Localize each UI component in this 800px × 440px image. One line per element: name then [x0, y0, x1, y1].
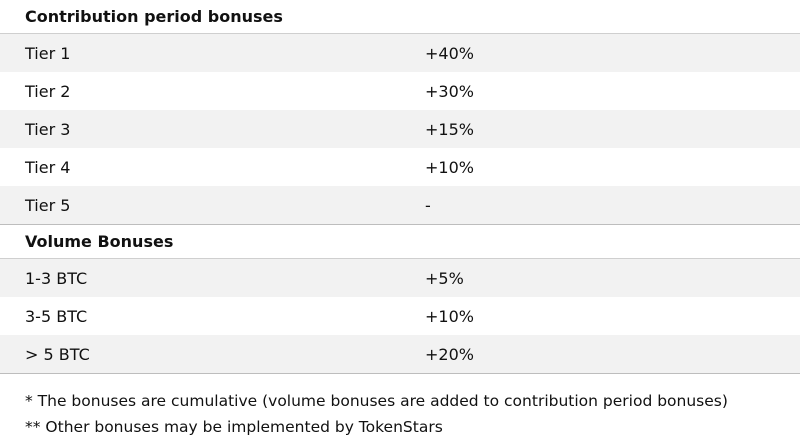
bonus-value: +20%: [425, 344, 474, 364]
volume-label: 1-3 BTC: [25, 268, 88, 288]
footnote-other-bonuses: ** Other bonuses may be implemented by T…: [25, 418, 443, 436]
table-row: 1-3 BTC +5%: [0, 259, 800, 297]
section-divider: [0, 224, 800, 225]
table-row: Tier 1 +40%: [0, 34, 800, 72]
bonus-value: +40%: [425, 43, 474, 63]
tier-label: Tier 1: [25, 43, 71, 63]
footnote-cumulative: * The bonuses are cumulative (volume bon…: [25, 392, 728, 410]
table-row: Tier 3 +15%: [0, 110, 800, 148]
bonus-value: +10%: [425, 306, 474, 326]
tier-label: Tier 5: [25, 195, 71, 215]
table-row: Tier 2 +30%: [0, 72, 800, 110]
tier-label: Tier 4: [25, 157, 71, 177]
table-row: > 5 BTC +20%: [0, 335, 800, 373]
bonus-value: +15%: [425, 119, 474, 139]
volume-section-title: Volume Bonuses: [0, 225, 800, 259]
bonus-value: +10%: [425, 157, 474, 177]
bonus-value: -: [425, 195, 431, 215]
table-row: Tier 4 +10%: [0, 148, 800, 186]
bonus-value: +5%: [425, 268, 464, 288]
table-row: Tier 5 -: [0, 186, 800, 224]
tier-label: Tier 3: [25, 119, 71, 139]
footnotes: * The bonuses are cumulative (volume bon…: [0, 374, 800, 440]
volume-label: 3-5 BTC: [25, 306, 88, 326]
bonus-value: +30%: [425, 81, 474, 101]
table-row: 3-5 BTC +10%: [0, 297, 800, 335]
section-divider: [0, 373, 800, 374]
contribution-section-title: Contribution period bonuses: [0, 0, 800, 34]
tier-label: Tier 2: [25, 81, 71, 101]
volume-label: > 5 BTC: [25, 344, 90, 364]
